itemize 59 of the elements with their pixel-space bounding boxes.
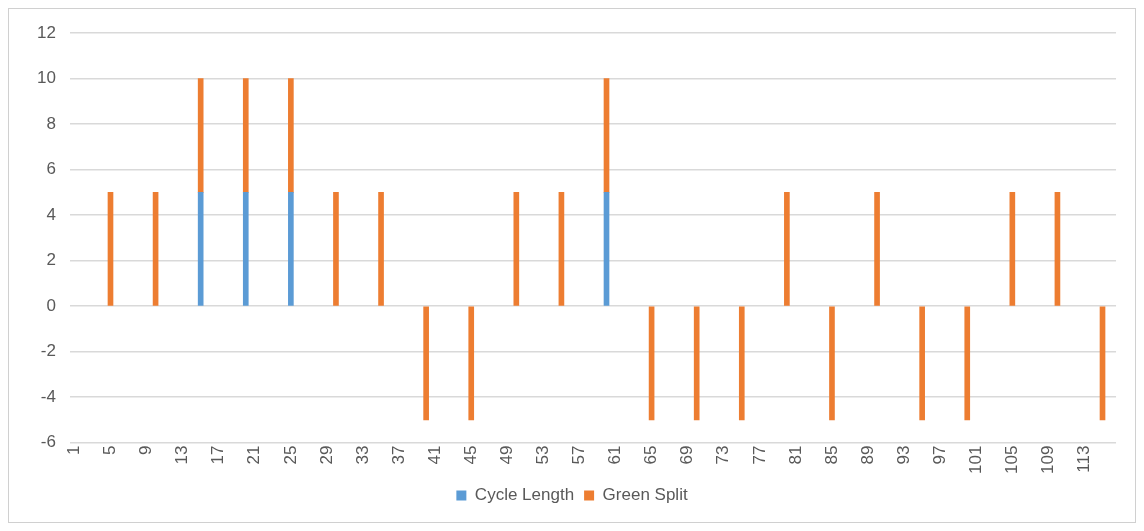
x-tick-label: 77 [749,445,769,465]
bar [333,192,339,306]
x-tick-label: 25 [280,445,300,465]
y-tick-label: 8 [46,113,56,133]
x-tick-label: 45 [460,445,480,465]
x-tick-label: 93 [893,445,913,465]
x-tick-label: 41 [424,445,444,465]
bar [693,306,700,421]
x-tick-label: 57 [569,445,589,465]
y-tick-label: -2 [40,341,56,361]
x-tick-label: 5 [100,445,120,456]
y-tick-label: -6 [40,432,56,452]
bar [784,192,790,306]
legend-label: Green Split [602,485,688,505]
x-tick-label: 69 [677,445,697,465]
bar [964,306,971,421]
x-tick-label: 33 [352,445,372,465]
bar [423,306,429,421]
bar [919,306,925,421]
legend-label: Cycle Length [474,485,575,505]
x-tick-label: 13 [172,445,192,465]
x-tick-label: 85 [821,445,841,465]
x-tick-label: 29 [316,445,336,465]
bar [874,192,880,306]
y-tick-label: 2 [46,250,56,270]
bar [242,192,249,306]
x-tick-label: 109 [1038,445,1058,475]
bar [378,192,384,306]
x-tick-label: 73 [713,445,733,465]
x-tick-label: 1 [64,445,84,456]
x-tick-label: 65 [641,445,661,465]
bar [288,192,294,306]
y-tick-label: 6 [46,159,56,179]
y-tick-label: 10 [36,68,56,88]
x-tick-label: 89 [857,445,877,465]
x-tick-label: 49 [496,445,516,465]
x-tick-label: 37 [388,445,408,465]
bar [197,78,204,193]
bar [242,78,249,193]
x-tick-label: 9 [136,445,156,456]
x-tick-label: 61 [605,445,625,465]
bar [738,306,745,421]
x-tick-label: 21 [244,445,264,465]
bar [197,192,204,306]
bar [468,306,475,421]
x-tick-label: 101 [965,445,985,475]
x-tick-label: 17 [208,445,228,465]
x-tick-label: 81 [785,445,805,465]
y-tick-label: 12 [36,22,56,42]
bar [829,306,835,421]
y-tick-label: 0 [46,295,56,315]
x-tick-label: 53 [533,445,553,465]
y-tick-label: 4 [46,204,56,224]
x-tick-label: 105 [1002,445,1022,475]
y-tick-label: -4 [40,386,56,406]
bar [513,192,520,306]
bar [288,78,294,193]
x-tick-label: 97 [929,445,949,465]
x-tick-label: 113 [1074,445,1094,473]
